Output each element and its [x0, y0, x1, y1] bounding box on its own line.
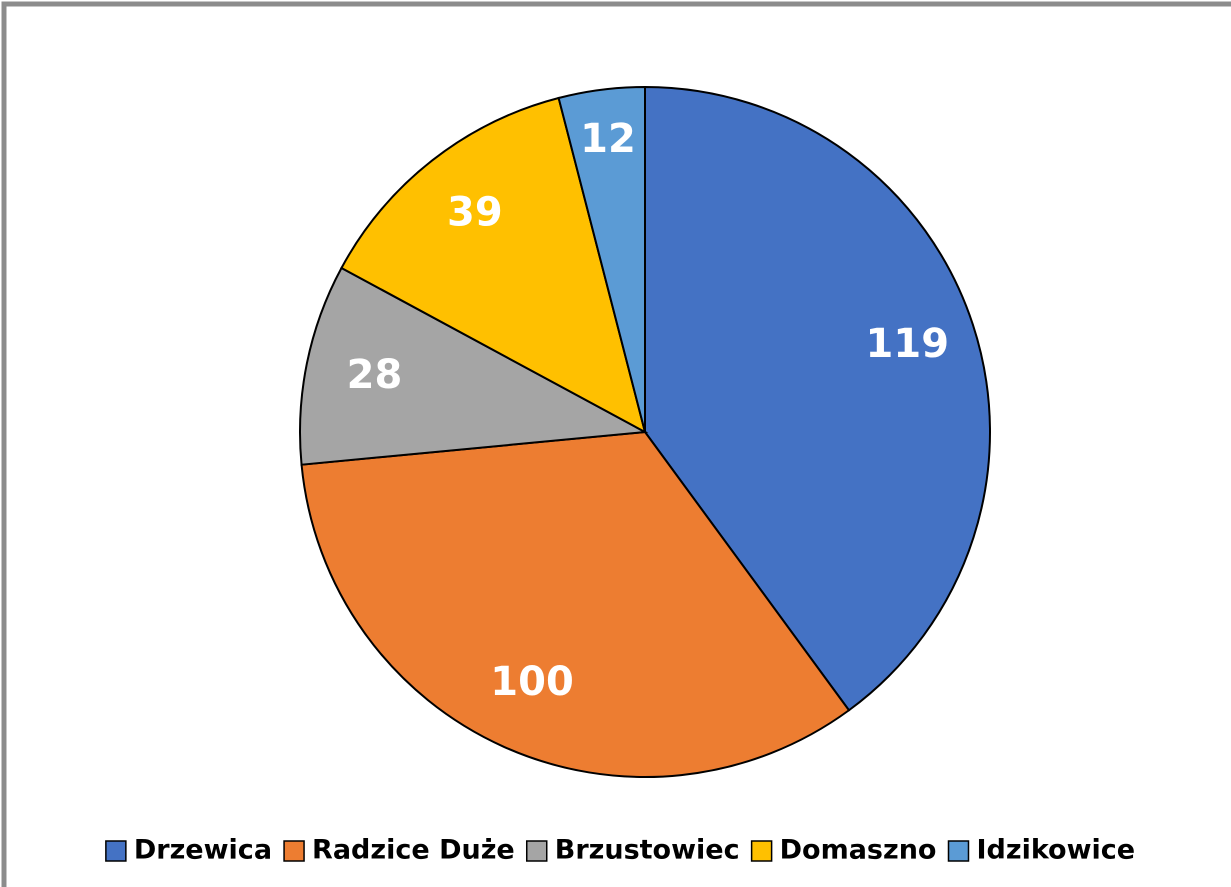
legend-swatch: [750, 840, 773, 862]
legend-swatch: [525, 840, 548, 862]
data-label: 12: [580, 116, 636, 162]
legend-label: Drzewica: [134, 835, 272, 866]
data-label: 39: [447, 190, 503, 236]
legend-swatch: [105, 840, 127, 862]
legend-label: Idzikowice: [976, 835, 1135, 866]
pie-slice: [340, 96, 647, 434]
data-label: 119: [866, 321, 950, 367]
pie-slice: [299, 266, 649, 466]
legend-swatch: [283, 840, 305, 862]
pie-slice: [300, 430, 851, 778]
data-label: 28: [347, 352, 403, 398]
legend-swatch: [947, 840, 970, 862]
legend-label: Radzice Duże: [312, 835, 515, 866]
legend-label: Brzustowiec: [555, 835, 740, 866]
pie-slice: [644, 85, 991, 712]
pie-slice: [557, 85, 646, 433]
data-label: 100: [490, 659, 574, 705]
legend-label: Domaszno: [780, 835, 937, 866]
